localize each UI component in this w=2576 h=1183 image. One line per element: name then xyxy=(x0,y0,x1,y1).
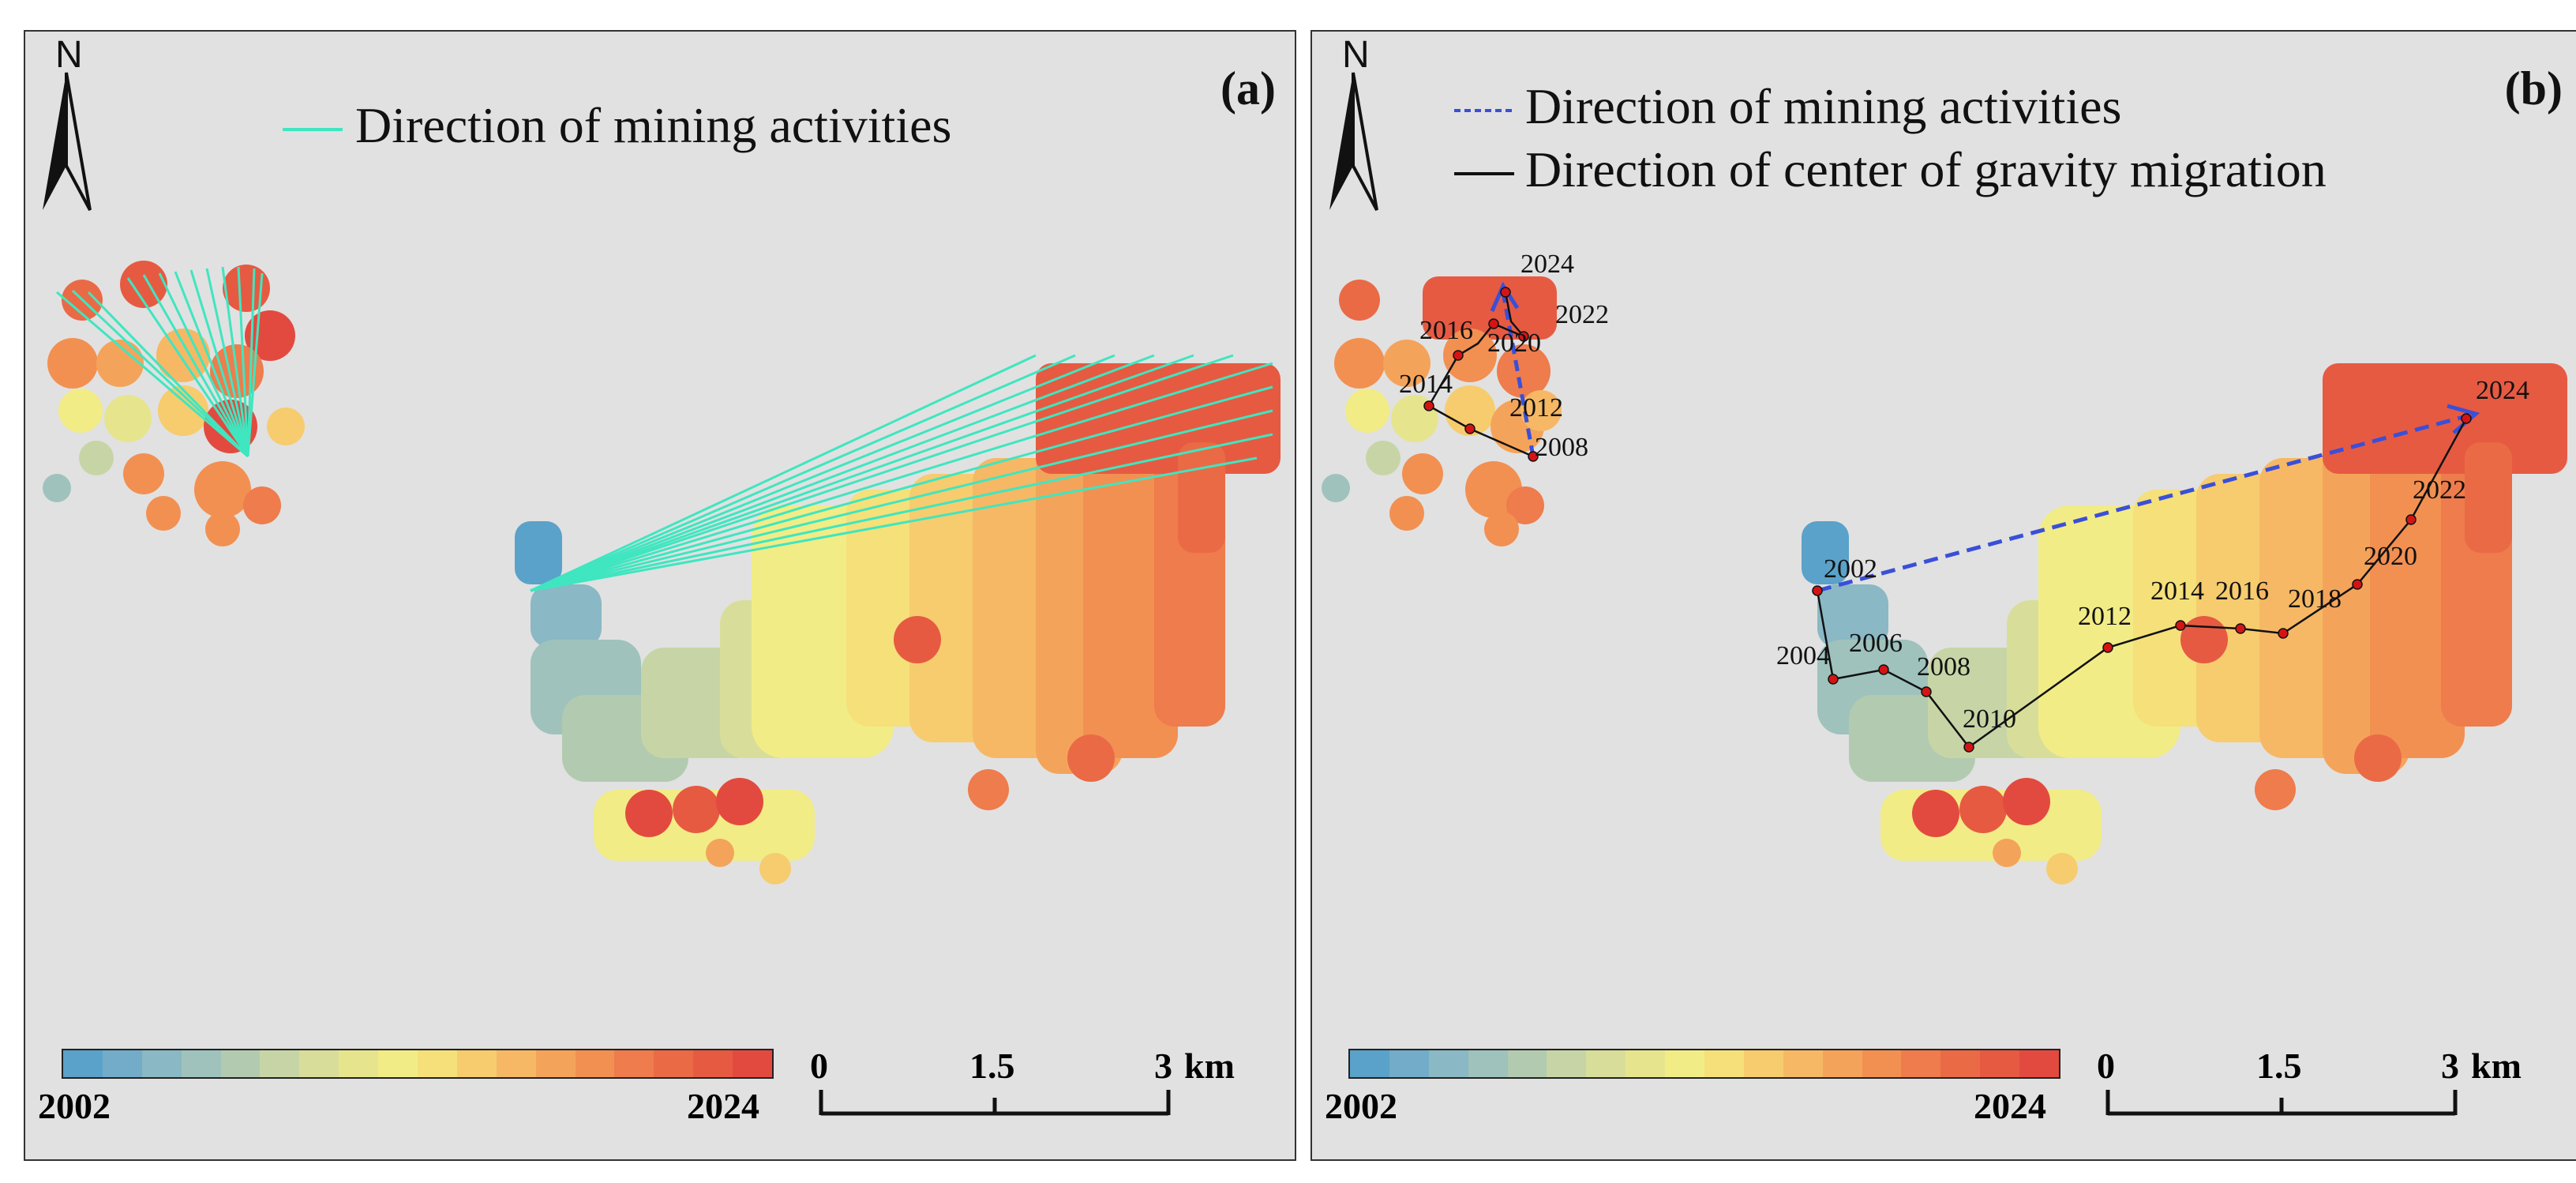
year-label-east-2024: 2024 xyxy=(2476,376,2529,405)
year-label-east-2014: 2014 xyxy=(2150,576,2204,606)
colorbar-swatch xyxy=(496,1050,536,1077)
colorbar-swatch xyxy=(654,1050,694,1077)
colorbar-swatch xyxy=(220,1050,261,1077)
colorbar-swatch xyxy=(1389,1050,1429,1077)
scalebar-tick-0: 0 xyxy=(2097,1046,2115,1086)
year-label-west-2012: 2012 xyxy=(1509,393,1563,422)
colorbar-max-label: 2024 xyxy=(1974,1086,2046,1126)
year-label-east-2004: 2004 xyxy=(1776,641,1830,670)
panel-a-map xyxy=(43,72,1281,1116)
legend-gravity-label: Direction of center of gravity migration xyxy=(1525,141,2327,197)
scalebar-unit: km xyxy=(1184,1046,1235,1086)
year-label-east-2018: 2018 xyxy=(2288,584,2342,614)
colorbar-swatch xyxy=(141,1050,182,1077)
scalebar-tick-2: 3 xyxy=(1154,1046,1172,1086)
gravity-path-west xyxy=(1427,291,1534,458)
colorbar-swatch xyxy=(693,1050,733,1077)
year-label-west-2022: 2022 xyxy=(1555,300,1609,329)
north-label: N xyxy=(1342,34,1370,76)
panel-label: (b) xyxy=(2504,62,2563,115)
panel-a: (a) N Direction of mining activities 200… xyxy=(24,30,1296,1161)
mining-fan-west xyxy=(56,266,264,458)
year-label-east-2012: 2012 xyxy=(2078,602,2132,631)
scalebar-tick-2: 3 xyxy=(2441,1046,2459,1086)
legend-mining-label: Direction of mining activities xyxy=(1525,78,2122,134)
colorbar-a xyxy=(62,1049,774,1079)
colorbar-swatch xyxy=(260,1050,300,1077)
year-label-west-2014: 2014 xyxy=(1399,370,1453,399)
scalebar-a xyxy=(819,1090,1171,1116)
colorbar-min-label: 2002 xyxy=(38,1086,111,1126)
colorbar-swatch xyxy=(2019,1050,2060,1077)
year-label-west-2016: 2016 xyxy=(1419,316,1473,345)
colorbar-swatch xyxy=(1940,1050,1981,1077)
year-label-east-2008: 2008 xyxy=(1917,652,1970,682)
colorbar-swatch xyxy=(575,1050,615,1077)
colorbar-swatch xyxy=(102,1050,142,1077)
mining-arrow-west xyxy=(1490,281,1535,457)
scalebar-unit: km xyxy=(2471,1046,2522,1086)
year-label-west-2008: 2008 xyxy=(1535,433,1588,462)
year-label-east-2020: 2020 xyxy=(2364,542,2417,571)
colorbar-swatch xyxy=(1783,1050,1823,1077)
year-label-west-2020: 2020 xyxy=(1487,329,1541,358)
colorbar-swatch xyxy=(1428,1050,1468,1077)
year-label-east-2006: 2006 xyxy=(1849,629,1903,658)
scalebar-tick-1: 1.5 xyxy=(969,1046,1015,1086)
colorbar-swatch xyxy=(418,1050,457,1077)
year-label-east-2010: 2010 xyxy=(1963,704,2016,734)
colorbar-swatch xyxy=(1822,1050,1862,1077)
colorbar-swatch xyxy=(614,1050,654,1077)
scalebar-b xyxy=(2105,1090,2458,1116)
north-arrow-icon xyxy=(1329,73,1353,210)
colorbar-swatch xyxy=(1507,1050,1547,1077)
legend-mining-label: Direction of mining activities xyxy=(355,97,952,153)
colorbar-swatch xyxy=(378,1050,418,1077)
colorbar-swatch xyxy=(181,1050,221,1077)
colorbar-swatch xyxy=(1547,1050,1587,1077)
colorbar-swatch xyxy=(1901,1050,1941,1077)
colorbar-swatch xyxy=(299,1050,339,1077)
colorbar-swatch xyxy=(63,1050,103,1077)
gravity-path-east xyxy=(1816,418,2468,749)
panel-b-map xyxy=(1322,72,2567,1116)
colorbar-swatch xyxy=(535,1050,576,1077)
colorbar-swatch xyxy=(456,1050,497,1077)
year-label-east-2022: 2022 xyxy=(2413,475,2466,505)
east-mine-area xyxy=(515,363,1281,884)
colorbar-swatch xyxy=(1586,1050,1626,1077)
panel-label: (a) xyxy=(1221,62,1276,115)
west-mine-area xyxy=(1322,276,1562,546)
colorbar-swatch xyxy=(1980,1050,2020,1077)
colorbar-max-label: 2024 xyxy=(687,1086,759,1126)
north-arrow-icon xyxy=(43,73,66,210)
colorbar-min-label: 2002 xyxy=(1325,1086,1397,1126)
north-label: N xyxy=(55,34,83,76)
colorbar-swatch xyxy=(339,1050,379,1077)
colorbar-swatch xyxy=(733,1050,773,1077)
panel-b: (b) N Direction of mining activities Dir… xyxy=(1310,30,2576,1161)
colorbar-swatch xyxy=(1350,1050,1389,1077)
mining-fan-east xyxy=(530,354,1273,592)
colorbar-swatch xyxy=(1625,1050,1666,1077)
gravity-points xyxy=(1423,287,2472,753)
colorbar-swatch xyxy=(1468,1050,1508,1077)
year-label-east-2002: 2002 xyxy=(1824,554,1877,584)
year-label-west-2024: 2024 xyxy=(1520,250,1574,279)
colorbar-swatch xyxy=(1743,1050,1783,1077)
colorbar-swatch xyxy=(1665,1050,1705,1077)
colorbar-swatch xyxy=(1704,1050,1744,1077)
scalebar-tick-0: 0 xyxy=(810,1046,828,1086)
colorbar-b xyxy=(1348,1049,2060,1079)
scalebar-tick-1: 1.5 xyxy=(2256,1046,2302,1086)
colorbar-swatch xyxy=(1862,1050,1902,1077)
year-label-east-2016: 2016 xyxy=(2215,576,2269,606)
